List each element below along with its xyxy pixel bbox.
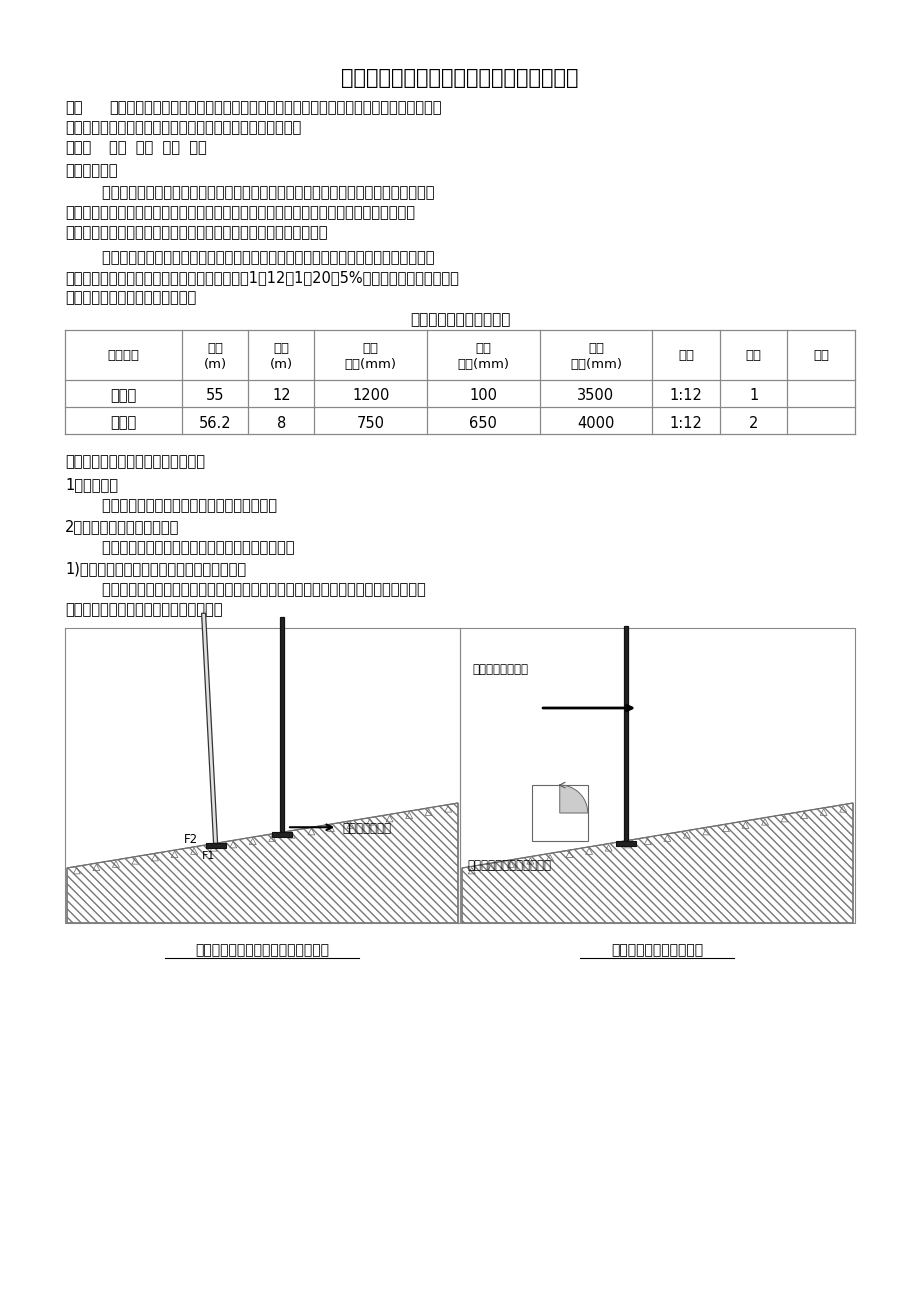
Polygon shape	[201, 613, 218, 844]
Text: 支模: 支模	[587, 342, 603, 355]
Polygon shape	[272, 832, 291, 837]
Text: 以工程实例探讨基础及支撑面为较小坡度斜面情况下扣件式钢管支模体系设计及施工，: 以工程实例探讨基础及支撑面为较小坡度斜面情况下扣件式钢管支模体系设计及施工，	[108, 100, 441, 115]
Polygon shape	[624, 626, 628, 841]
Text: 研究类似工程特别是城市建设中过街地道模板支架施工运用。: 研究类似工程特别是城市建设中过街地道模板支架施工运用。	[65, 120, 301, 135]
Polygon shape	[279, 617, 284, 832]
Polygon shape	[616, 841, 636, 846]
Text: 1、方案选择: 1、方案选择	[65, 477, 118, 492]
Text: 段数: 段数	[744, 349, 761, 362]
Text: 12: 12	[272, 388, 290, 404]
Text: 部分分段基础及顶板均为斜面，斜面主要坡度为1：12、1：20（5%），坡度较小。我方施工: 部分分段基础及顶板均为斜面，斜面主要坡度为1：12、1：20（5%），坡度较小。…	[65, 270, 459, 285]
Text: (m): (m)	[269, 358, 292, 371]
Text: 厚度(mm): 厚度(mm)	[345, 358, 396, 371]
Text: 55: 55	[206, 388, 224, 404]
Text: 顶板: 顶板	[475, 342, 491, 355]
Text: 市政通道和汽车坡道基础均为筏板结构，顶板为板式结构，基础底板及顶板纵向分段，: 市政通道和汽车坡道基础均为筏板结构，顶板为板式结构，基础底板及顶板纵向分段，	[65, 250, 434, 266]
Text: 坡度: 坡度	[677, 349, 693, 362]
Text: 长度: 长度	[207, 342, 223, 355]
Text: 2: 2	[748, 415, 757, 431]
Text: 模板  支架  坡度  斜面: 模板 支架 坡度 斜面	[108, 141, 207, 155]
Text: 1)、模板支架立杆根部在斜坡基础上的稳定性: 1)、模板支架立杆根部在斜坡基础上的稳定性	[65, 561, 246, 575]
Text: 一体。地下通道工程包括六处人行地下通道和两处地下车库出入口。: 一体。地下通道工程包括六处人行地下通道和两处地下车库出入口。	[65, 225, 327, 240]
Text: 1200: 1200	[352, 388, 389, 404]
Text: 1: 1	[748, 388, 757, 404]
Polygon shape	[461, 803, 852, 923]
Text: 1:12: 1:12	[669, 415, 702, 431]
Text: 3500: 3500	[577, 388, 614, 404]
Text: 本工程模板支架采用扣件式钢管满堂脚手架。: 本工程模板支架采用扣件式钢管满堂脚手架。	[65, 497, 277, 513]
Text: 市政地下通道主要参数表: 市政地下通道主要参数表	[409, 312, 510, 327]
Text: 顶板平行坡面荷载: 顶板平行坡面荷载	[471, 663, 528, 676]
Text: 通道三: 通道三	[110, 415, 137, 431]
Bar	[531, 785, 587, 841]
Text: 立杆根部产生力矩而旋转。如下图所示。: 立杆根部产生力矩而旋转。如下图所示。	[65, 602, 222, 617]
Text: 的市政通道设计参数具体见下表：: 的市政通道设计参数具体见下表：	[65, 290, 196, 305]
Text: 8: 8	[277, 415, 286, 431]
Text: 模板支架基础及顶板均为斜面施工方法探讨: 模板支架基础及顶板均为斜面施工方法探讨	[341, 68, 578, 89]
Text: 4000: 4000	[576, 415, 614, 431]
Text: 750: 750	[357, 415, 384, 431]
Text: 备注: 备注	[812, 349, 828, 362]
Text: 济南西客站场站一体化工程位于济南西区高铁站房以东，济西东路以南，站东路以西，: 济南西客站场站一体化工程位于济南西区高铁站房以东，济西东路以南，站东路以西，	[65, 185, 434, 201]
Text: 2、需要主要需要解决的问题: 2、需要主要需要解决的问题	[65, 519, 179, 534]
Text: 立杆根部旋转趋势示意图: 立杆根部旋转趋势示意图	[611, 943, 703, 957]
Polygon shape	[559, 785, 587, 812]
Text: 立杆根部平行于坡面位移趋势示意图: 立杆根部平行于坡面位移趋势示意图	[195, 943, 329, 957]
Text: 平行于坡面位移: 平行于坡面位移	[342, 823, 391, 836]
Text: 站前路以北合围区域。项目处于济南西区交通枢纽中心，集高铁、地铁、公交、长途客运于: 站前路以北合围区域。项目处于济南西区交通枢纽中心，集高铁、地铁、公交、长途客运于	[65, 204, 414, 220]
Text: 底板: 底板	[362, 342, 379, 355]
Text: 厚度(mm): 厚度(mm)	[457, 358, 509, 371]
Text: 56.2: 56.2	[199, 415, 232, 431]
Text: 宽度: 宽度	[273, 342, 289, 355]
Text: 顶板平行坡面荷载旋转方向: 顶板平行坡面荷载旋转方向	[467, 859, 550, 872]
Text: 100: 100	[469, 388, 497, 404]
Text: 根据工程特点，模板支架主要需要解决三个问题：: 根据工程特点，模板支架主要需要解决三个问题：	[65, 540, 294, 555]
Text: 包括立杆根部因平行斜坡面荷载而产生的平行于坡面位移，以及顶板荷载向下分力对: 包括立杆根部因平行斜坡面荷载而产生的平行于坡面位移，以及顶板荷载向下分力对	[65, 582, 425, 598]
Polygon shape	[205, 844, 225, 849]
Text: 高度(mm): 高度(mm)	[569, 358, 621, 371]
Text: 650: 650	[469, 415, 496, 431]
Text: 二、方案选择及需要解决的主要问题: 二、方案选择及需要解决的主要问题	[65, 454, 205, 469]
Polygon shape	[67, 803, 458, 923]
Text: 通道一: 通道一	[110, 388, 137, 404]
Text: (m): (m)	[203, 358, 226, 371]
Text: 通道名称: 通道名称	[108, 349, 140, 362]
Text: F2: F2	[184, 833, 198, 846]
Text: 一、工程概况: 一、工程概况	[65, 163, 118, 178]
Text: 关键词: 关键词	[65, 141, 91, 155]
Text: 摘要: 摘要	[65, 100, 83, 115]
Text: F1: F1	[201, 852, 215, 862]
Text: 1:12: 1:12	[669, 388, 702, 404]
